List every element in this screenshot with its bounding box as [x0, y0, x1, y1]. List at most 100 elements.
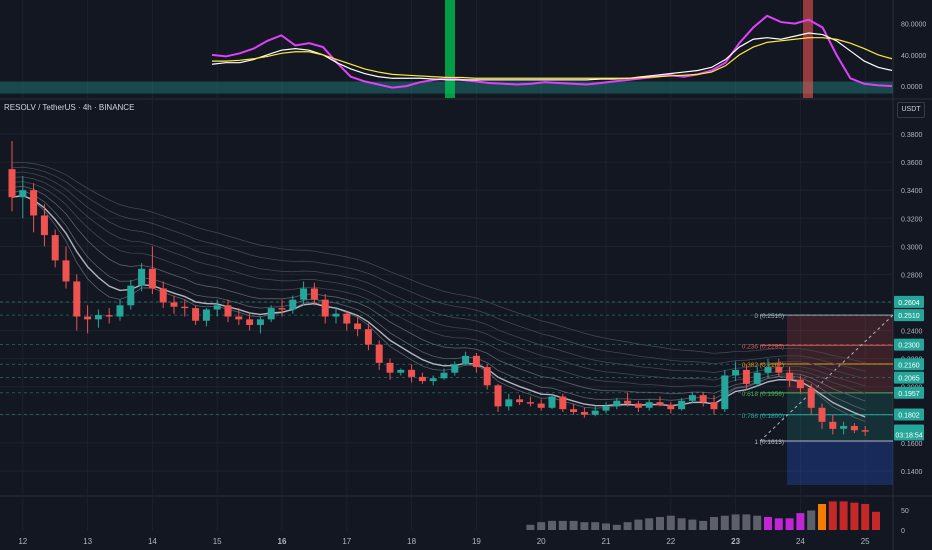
volume-bar — [548, 520, 556, 530]
candle-body — [678, 400, 686, 410]
price-tick-label: 0.1600 — [901, 441, 923, 448]
candle-body — [688, 395, 696, 401]
candle-body — [310, 288, 318, 300]
price-badge-label: 0.2300 — [898, 343, 920, 350]
volume-bar — [753, 515, 762, 530]
volume-bar — [861, 504, 870, 530]
date-tick-label: 25 — [861, 537, 870, 546]
candle-body — [721, 375, 729, 410]
price-badge — [894, 408, 924, 421]
volume-bar — [569, 520, 578, 530]
volume-bar — [591, 522, 600, 530]
fib-level-label: 0.618 (0.1956) — [742, 391, 784, 398]
candle-body — [483, 367, 491, 386]
price-badge — [894, 371, 924, 384]
candle-body — [818, 407, 826, 422]
candle-body — [84, 316, 92, 320]
volume-bar — [828, 501, 837, 530]
price-badge — [894, 338, 924, 351]
volume-bar — [807, 510, 816, 530]
volume-bar — [872, 511, 880, 530]
candle-body — [786, 372, 794, 380]
candle-body — [94, 315, 102, 320]
candle-body — [181, 306, 189, 309]
candle-body — [429, 378, 437, 382]
candle-body — [861, 430, 869, 432]
candle-body — [202, 309, 210, 321]
candle-body — [127, 285, 135, 306]
buy-signal-marker — [445, 0, 455, 98]
candle-body — [278, 308, 286, 310]
date-tick-label: 16 — [278, 537, 287, 546]
price-tick-label: 0.3600 — [901, 160, 923, 167]
oscillator-tick-label: 80.0000 — [901, 22, 926, 29]
fib-level-label: 0.382 (0.2162) — [742, 362, 784, 369]
candle-body — [699, 395, 707, 403]
date-tick-label: 14 — [148, 537, 157, 546]
candle-body — [386, 362, 394, 373]
candle-body — [19, 190, 27, 198]
volume-bar — [785, 518, 794, 530]
currency-unit-button[interactable]: USDT — [897, 102, 925, 118]
candle-body — [710, 402, 718, 410]
candle-body — [213, 305, 221, 310]
candle-body — [159, 288, 167, 303]
oscillator-tick-label: 40.0000 — [901, 53, 926, 60]
candle-body — [8, 169, 16, 198]
candle-body — [570, 409, 578, 412]
candle-body — [656, 402, 664, 405]
candle-body — [742, 369, 750, 384]
price-badge-label: 0.2065 — [898, 376, 920, 383]
volume-bar — [666, 515, 675, 530]
candle-body — [343, 313, 351, 324]
candle-body — [397, 369, 405, 373]
date-tick-label: 19 — [472, 537, 481, 546]
candle-body — [224, 305, 232, 317]
volume-bar — [580, 522, 589, 530]
price-badge — [894, 358, 924, 371]
volume-bar — [634, 519, 643, 530]
oscillator-series-line — [212, 37, 893, 79]
price-badge — [894, 386, 924, 399]
candle-body — [732, 369, 740, 376]
candle-body — [408, 369, 416, 377]
candle-body — [667, 404, 675, 410]
volume-bar — [645, 518, 654, 530]
date-tick-label: 15 — [213, 537, 222, 546]
price-badge — [894, 295, 924, 308]
volume-bar — [710, 517, 718, 530]
ma-ribbon-line — [11, 171, 866, 380]
candle-body — [116, 305, 124, 317]
volume-bar — [677, 518, 686, 530]
candle-body — [537, 403, 545, 408]
candle-body — [105, 315, 113, 317]
candle-body — [256, 319, 264, 325]
candle-body — [332, 313, 340, 317]
candle-body — [354, 323, 362, 330]
candle-body — [602, 406, 610, 411]
candle-body — [235, 316, 243, 320]
price-tick-label: 0.3200 — [901, 216, 923, 223]
candle-body — [613, 400, 621, 407]
candle-body — [494, 385, 502, 407]
price-tick-label: 0.2800 — [901, 272, 923, 279]
fib-level-label: 0.786 (0.1800) — [742, 413, 784, 420]
volume-bar — [796, 513, 805, 530]
candle-body — [559, 396, 567, 410]
candle-body — [850, 426, 858, 431]
volume-bar — [612, 524, 621, 530]
volume-bar — [558, 520, 567, 530]
price-badge-label: 0.2510 — [898, 313, 920, 320]
candle-body — [775, 367, 783, 373]
fib-zone-blue — [787, 441, 893, 485]
symbol-label: RESOLV / TetherUS · 4h · BINANCE — [4, 103, 135, 112]
volume-bar — [764, 517, 772, 530]
volume-bar — [656, 517, 664, 530]
date-tick-label: 23 — [731, 537, 740, 546]
candle-body — [764, 367, 772, 373]
date-tick-label: 18 — [407, 537, 416, 546]
candle-body — [30, 190, 38, 216]
candle-body — [634, 403, 642, 408]
fib-level-label: 1 (0.1613) — [754, 439, 784, 446]
